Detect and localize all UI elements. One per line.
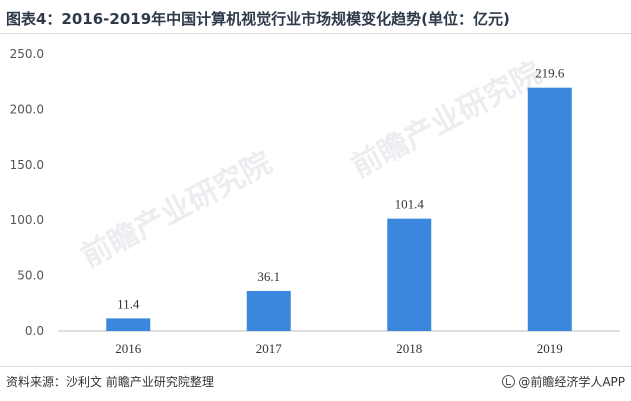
y-tick-label: 200.0 <box>10 102 44 116</box>
footer-divider <box>0 366 631 367</box>
brand-credit: @前瞻经济学人APP <box>502 373 625 390</box>
brand-text: @前瞻经济学人APP <box>518 375 625 389</box>
x-tick-label: 2018 <box>396 341 422 356</box>
bar-2018 <box>387 218 432 331</box>
bar-2017 <box>246 291 291 331</box>
bar-value-label: 11.4 <box>117 296 140 311</box>
x-tick-label: 2019 <box>537 341 563 356</box>
brand-logo-icon <box>502 375 516 388</box>
source-note: 资料来源：沙利文 前瞻产业研究院整理 <box>6 375 214 389</box>
x-tick-label: 2017 <box>256 341 283 356</box>
bar-chart: 0.0 50.0 100.0 150.0 200.0 250.0 11.4 2016 36.1 2… <box>10 47 620 356</box>
footer: 资料来源：沙利文 前瞻产业研究院整理 @前瞻经济学人APP <box>0 366 631 401</box>
y-tick-label: 100.0 <box>10 213 44 227</box>
bar-value-label: 36.1 <box>257 269 280 284</box>
bar-2016 <box>106 318 151 331</box>
bar-value-label: 219.6 <box>535 66 565 81</box>
title-divider <box>0 33 631 34</box>
bar-2019 <box>527 87 572 331</box>
chart-title: 图表4：2016-2019年中国计算机视觉行业市场规模变化趋势(单位：亿元) <box>6 10 510 28</box>
bar-value-label: 101.4 <box>395 197 425 212</box>
x-tick-label: 2016 <box>115 341 142 356</box>
y-tick-label: 250.0 <box>10 47 44 61</box>
y-tick-label: 150.0 <box>10 158 44 172</box>
y-tick-label: 50.0 <box>17 269 44 283</box>
y-tick-label: 0.0 <box>25 324 44 338</box>
